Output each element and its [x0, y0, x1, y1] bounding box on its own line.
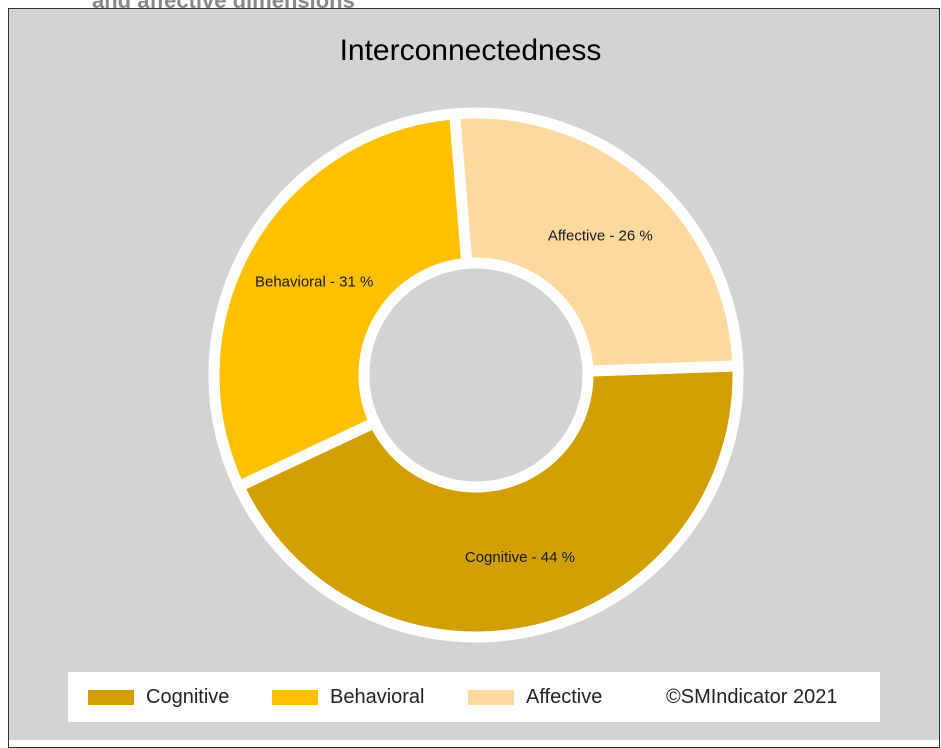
legend-item-cognitive: Cognitive [88, 672, 229, 722]
slice-affective [448, 107, 744, 377]
slice-behavioral [208, 107, 473, 494]
legend-item-behavioral: Behavioral [272, 672, 425, 722]
copyright-text: ©SMIndicator 2021 [666, 686, 838, 708]
legend-label-behavioral: Behavioral [330, 685, 425, 708]
legend-label-cognitive: Cognitive [146, 685, 230, 708]
legend-label-affective: Affective [526, 685, 603, 708]
legend-swatch-cognitive [88, 689, 134, 705]
donut-slices [208, 107, 744, 643]
legend-swatch-affective [468, 689, 514, 705]
slice-labels: Cognitive - 44 % Behavioral - 31 % Affecti… [255, 227, 653, 565]
slice-label-behavioral: Behavioral - 31 % [255, 273, 373, 290]
legend-swatch-behavioral [272, 689, 318, 705]
legend: Cognitive Behavioral Affective ©SMIndica… [68, 672, 880, 722]
slice-label-cognitive: Cognitive - 44 % [465, 549, 575, 566]
legend-item-affective: Affective [468, 672, 602, 722]
chart-title: Interconnectedness [339, 34, 602, 67]
slice-label-affective: Affective - 26 % [548, 227, 653, 244]
